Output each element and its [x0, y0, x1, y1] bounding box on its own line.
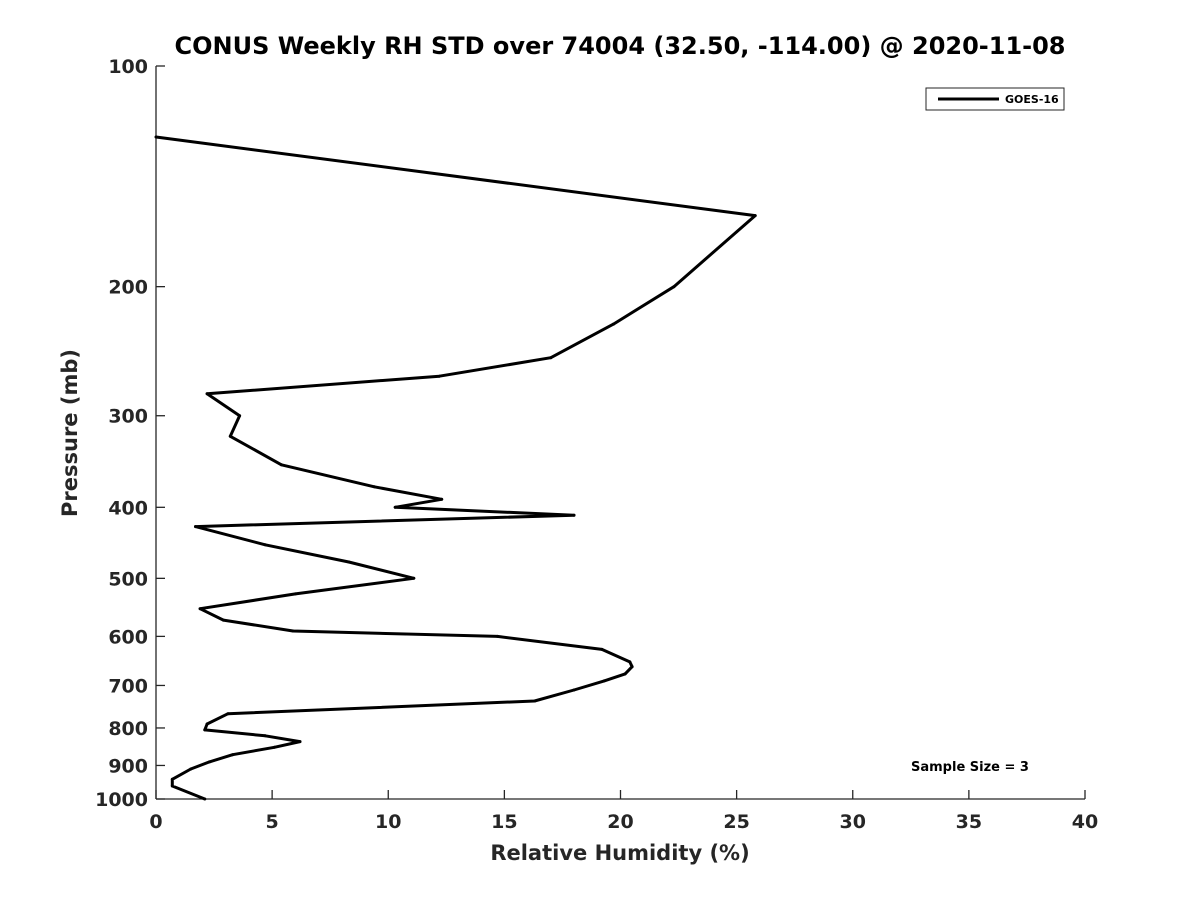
data-point: [272, 745, 276, 749]
data-point: [440, 497, 444, 501]
data-point: [572, 688, 576, 692]
chart-title: CONUS Weekly RH STD over 74004 (32.50, -…: [174, 32, 1065, 60]
y-tick-label: 700: [108, 675, 148, 697]
x-tick-label: 30: [840, 811, 866, 833]
x-tick-label: 35: [956, 811, 982, 833]
y-tick-label: 100: [108, 56, 148, 78]
data-point: [207, 760, 211, 764]
data-point: [170, 784, 174, 788]
y-tick-label: 300: [108, 406, 148, 428]
data-point: [672, 285, 676, 289]
x-tick-label: 5: [266, 811, 279, 833]
data-point: [231, 753, 235, 757]
data-point: [623, 672, 627, 676]
data-point: [549, 356, 553, 360]
data-point: [412, 576, 416, 580]
data-point: [226, 712, 230, 716]
series-layer: [154, 135, 757, 801]
data-point: [221, 618, 225, 622]
x-tick-label: 40: [1072, 811, 1098, 833]
y-tick-label: 900: [108, 755, 148, 777]
data-point: [154, 135, 158, 139]
data-point: [194, 525, 197, 529]
x-axis-label: Relative Humidity (%): [490, 841, 749, 865]
data-point: [291, 629, 295, 633]
data-point: [203, 797, 207, 801]
data-point: [612, 322, 615, 326]
data-point: [393, 505, 397, 509]
plot-axes: 0 5 10 15 20 25 30 35 40 100 200 300 400 500 600 700 80…: [95, 56, 1098, 833]
y-tick-label: 400: [108, 497, 148, 519]
y-axis-label: Pressure (mb): [58, 349, 82, 517]
data-point: [533, 699, 537, 703]
data-point: [170, 777, 174, 781]
x-tick-label: 15: [491, 811, 517, 833]
x-tick-label: 25: [723, 811, 749, 833]
y-ticks: 100 200 300 400 500 600 700 800 900 1000: [95, 56, 165, 811]
data-point: [205, 722, 209, 726]
y-tick-label: 500: [108, 568, 148, 590]
data-point: [372, 485, 376, 489]
data-point: [495, 634, 499, 638]
y-tick-label: 600: [108, 626, 148, 648]
data-point: [293, 592, 297, 596]
legend-label-goes-16: GOES-16: [1005, 93, 1059, 106]
data-point: [628, 660, 632, 664]
x-tick-label: 10: [375, 811, 401, 833]
data-point: [238, 414, 242, 418]
data-point: [189, 767, 193, 771]
data-point: [753, 214, 757, 218]
data-point: [198, 607, 202, 611]
data-point: [205, 392, 209, 396]
data-point: [630, 665, 634, 669]
data-point: [263, 543, 267, 547]
legend: GOES-16: [925, 87, 1065, 111]
x-tick-label: 0: [149, 811, 162, 833]
x-tick-label: 20: [607, 811, 633, 833]
y-tick-label: 1000: [95, 789, 148, 811]
data-point: [263, 734, 267, 738]
data-point: [347, 560, 351, 564]
data-point: [602, 679, 606, 683]
y-tick-label: 200: [108, 277, 148, 299]
y-tick-label: 800: [108, 718, 148, 740]
data-point: [572, 513, 576, 517]
x-ticks: 0 5 10 15 20 25 30 35 40: [149, 790, 1098, 833]
sample-size-annotation: Sample Size = 3: [911, 760, 1029, 775]
data-point: [228, 434, 232, 438]
data-point: [437, 374, 441, 378]
series-line-goes-16: [155, 135, 757, 801]
data-point: [203, 728, 207, 732]
data-point: [279, 463, 283, 467]
data-point: [298, 740, 302, 744]
data-point: [600, 647, 604, 651]
